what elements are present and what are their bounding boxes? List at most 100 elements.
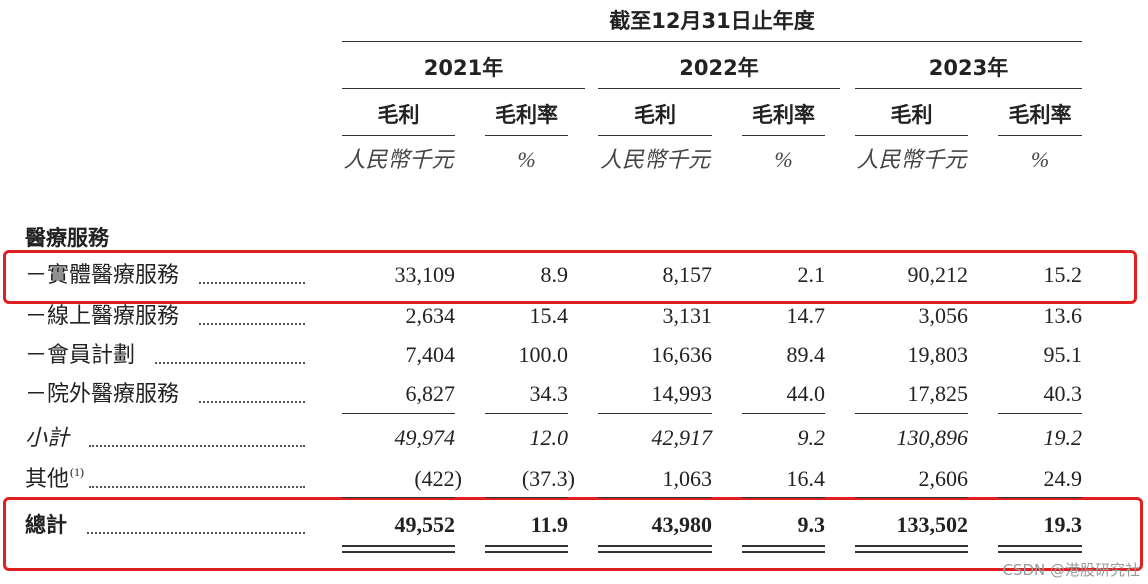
cell-value: 133,502: [896, 512, 969, 537]
double-rule: [742, 551, 825, 553]
cell-value: 9.2: [797, 425, 826, 450]
row-label: －會員計劃: [25, 342, 136, 367]
row-label: －實體醫療服務: [25, 262, 180, 287]
cell-value: 15.4: [529, 303, 569, 328]
cell-value: 9.3: [797, 512, 826, 537]
unit-label: %: [517, 147, 536, 172]
cell-value: 8.9: [540, 262, 569, 287]
cell-value: 6,827: [405, 381, 456, 406]
cell-value: 17,825: [907, 381, 969, 406]
double-rule: [485, 551, 568, 553]
cell-value: 40.3: [1043, 381, 1083, 406]
rule: [998, 413, 1082, 414]
row-label: 其他: [25, 466, 70, 491]
cell-value: 43,980: [651, 512, 713, 537]
cell-value: 49,552: [394, 512, 456, 537]
cell-value: 8,157: [662, 262, 713, 287]
footnote-marker: (1): [70, 465, 84, 479]
cell-value: 90,212: [907, 262, 969, 287]
cell-value: 16,636: [651, 342, 713, 367]
leader-dots: [87, 532, 305, 534]
rule: [855, 497, 968, 498]
year-header: 2023年: [928, 56, 1009, 80]
period-header: 截至12月31日止年度: [609, 9, 815, 33]
rule: [855, 88, 1082, 89]
cell-value: 11.9: [530, 512, 568, 537]
rule: [742, 135, 825, 136]
double-rule: [742, 545, 825, 547]
highlight-box: [3, 250, 1137, 304]
cell-value: 1,063: [662, 466, 713, 491]
rule: [598, 413, 712, 414]
double-rule: [598, 545, 712, 547]
double-rule: [342, 545, 455, 547]
section-label: 醫療服務: [25, 226, 109, 250]
double-rule: [342, 551, 455, 553]
cell-value: 16.4: [786, 466, 826, 491]
cell-value: 14.7: [786, 303, 826, 328]
cell-value: 13.6: [1043, 303, 1083, 328]
cell-value: 3,056: [918, 303, 969, 328]
double-rule: [998, 545, 1082, 547]
rule: [598, 88, 840, 89]
rule: [998, 497, 1082, 498]
row-label: 小計: [25, 425, 70, 450]
rule: [485, 497, 568, 498]
unit-label: %: [774, 147, 793, 172]
column-header: 毛利: [634, 103, 676, 127]
rule: [742, 413, 825, 414]
cell-value: 42,917: [651, 425, 713, 450]
leader-dots: [89, 445, 305, 447]
rule: [998, 135, 1082, 136]
cell-value: 44.0: [786, 381, 826, 406]
cell-value: 19.3: [1043, 512, 1083, 537]
cell-value: 130,896: [896, 425, 969, 450]
leader-dots: [199, 282, 305, 284]
unit-label: 人民幣千元: [856, 147, 967, 172]
rule: [855, 413, 968, 414]
rule: [598, 135, 712, 136]
column-header: 毛利: [890, 103, 933, 127]
column-header: 毛利率: [752, 103, 815, 127]
column-header: 毛利率: [495, 103, 558, 127]
column-header: 毛利率: [1008, 103, 1072, 127]
cell-value: 19,803: [907, 342, 969, 367]
double-rule: [485, 545, 568, 547]
double-rule: [598, 551, 712, 553]
unit-label: %: [1030, 147, 1050, 172]
row-label: 總計: [25, 513, 67, 537]
cell-value: 33,109: [394, 262, 456, 287]
cell-value: 15.2: [1043, 262, 1083, 287]
rule: [742, 497, 825, 498]
cell-value: 14,993: [651, 381, 713, 406]
cell-value: 95.1: [1043, 342, 1083, 367]
cell-value: 12.0: [529, 425, 569, 450]
cell-value: 3,131: [662, 303, 713, 328]
rule: [342, 413, 455, 414]
leader-dots: [199, 323, 305, 325]
cell-value: 2.1: [797, 262, 826, 287]
cell-value: 49,974: [394, 425, 456, 450]
cell-value: 2,634: [405, 303, 456, 328]
double-rule: [855, 551, 968, 553]
cell-value: 19.2: [1043, 425, 1083, 450]
rule: [485, 413, 568, 414]
cell-value: 89.4: [786, 342, 826, 367]
year-header: 2021年: [423, 56, 504, 80]
rule: [342, 88, 585, 89]
double-rule: [855, 545, 968, 547]
leader-dots: [89, 486, 305, 488]
rule: [342, 497, 455, 498]
unit-label: 人民幣千元: [599, 147, 710, 172]
leader-dots: [199, 401, 305, 403]
column-header: 毛利: [377, 103, 420, 127]
unit-label: 人民幣千元: [343, 147, 454, 172]
highlight-box: [3, 497, 1143, 571]
cell-value: (37.3): [521, 466, 575, 491]
rule: [342, 41, 1082, 42]
rule: [598, 497, 712, 498]
cell-value: 34.3: [529, 381, 569, 406]
rule: [342, 135, 455, 136]
rule: [855, 135, 968, 136]
